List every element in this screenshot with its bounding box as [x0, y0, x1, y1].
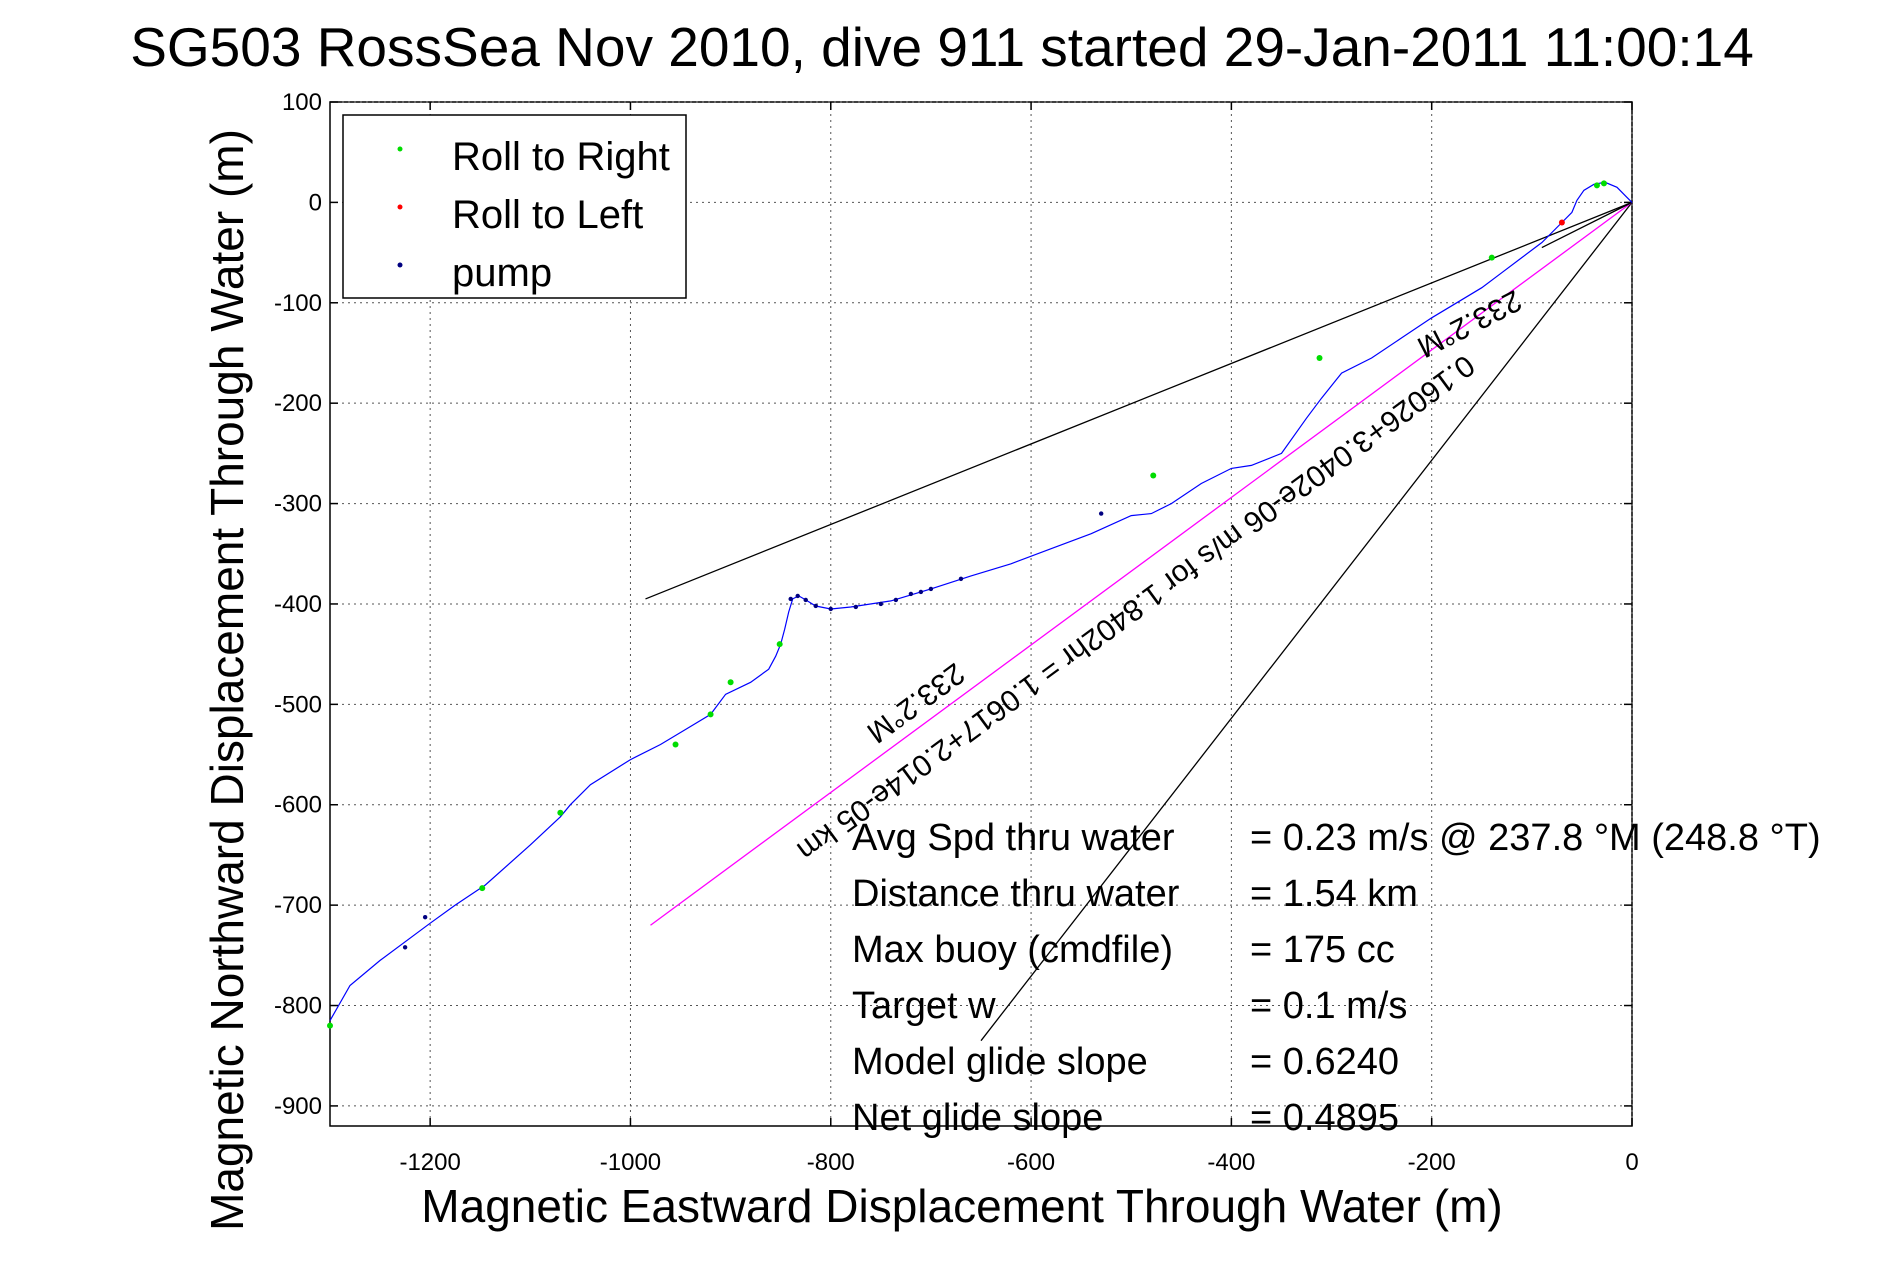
y-tick-label: 0	[309, 189, 322, 216]
stat-label-distance: Distance thru water	[852, 873, 1180, 915]
roll-right-marker	[672, 741, 679, 748]
legend-swatch-roll-left	[397, 204, 403, 210]
roll-right-marker	[707, 711, 714, 718]
x-tick-label: -200	[1408, 1149, 1456, 1176]
roll-right-marker	[776, 641, 783, 648]
pump-marker	[813, 603, 818, 609]
legend-label-roll-left: Roll to Left	[452, 193, 643, 237]
lower-bound-line	[980, 201, 1633, 1042]
x-tick-label: -1200	[399, 1149, 460, 1176]
chart-title: SG503 RossSea Nov 2010, dive 911 started…	[130, 16, 1754, 78]
roll-right-marker	[557, 809, 564, 816]
roll-right-marker	[327, 1022, 333, 1029]
pump-marker	[853, 604, 859, 610]
track-line	[329, 181, 1633, 1021]
stat-label-avg-speed: Avg Spd thru water	[852, 817, 1175, 859]
pump-marker	[788, 596, 793, 602]
stat-label-net-glide: Net glide slope	[852, 1097, 1103, 1139]
roll-left-marker	[1558, 219, 1565, 226]
roll-right-marker	[479, 885, 486, 892]
roll-right-marker	[1316, 355, 1323, 361]
heading-line-line	[1541, 201, 1633, 249]
pump-marker	[918, 589, 924, 595]
reference-lines	[645, 201, 1633, 1042]
legend-label-roll-right: Roll to Right	[452, 135, 670, 179]
legend-swatch-roll-right	[397, 146, 403, 152]
y-tick-labels: 100 0 -100 -200 -300 -400 -500 -600 -700 -800 -900	[274, 89, 322, 1120]
stat-label-model-glide: Model glide slope	[852, 1041, 1148, 1083]
y-tick-label: -600	[274, 792, 322, 819]
stats-block: Avg Spd thru water = 0.23 m/s @ 237.8 °M…	[852, 817, 1821, 1139]
pump-marker	[828, 606, 833, 612]
x-tick-label: -800	[807, 1149, 855, 1176]
legend: Roll to Right Roll to Left pump	[342, 114, 687, 299]
stat-label-target-w: Target w	[852, 985, 996, 1027]
current-vector-line	[650, 201, 1633, 926]
x-tick-label: 0	[1625, 1149, 1638, 1176]
y-tick-label: -300	[274, 491, 322, 518]
pump-marker	[422, 914, 428, 920]
legend-swatch-pump	[397, 262, 403, 268]
x-tick-labels: -1200 -1000 -800 -600 -400 -200 0	[399, 1149, 1638, 1176]
x-tick-label: -1000	[600, 1149, 661, 1176]
x-tick-label: -600	[1007, 1149, 1055, 1176]
pump-marker	[1098, 511, 1104, 516]
roll-right-marker	[1488, 254, 1495, 261]
stat-value-avg-speed: = 0.23 m/s @ 237.8 °M (248.8 °T)	[1250, 817, 1821, 859]
pump-marker	[893, 597, 899, 603]
track-layer	[329, 181, 1633, 1021]
y-tick-label: -700	[274, 892, 322, 919]
roll-right-marker	[1150, 472, 1157, 479]
roll-right-marker	[727, 679, 734, 686]
y-tick-label: -800	[274, 993, 322, 1020]
marker-layer	[327, 180, 1607, 1029]
pump-marker	[878, 601, 884, 607]
y-tick-label: 100	[282, 89, 322, 116]
legend-label-pump: pump	[452, 251, 552, 295]
stat-label-max-buoy: Max buoy (cmdfile)	[852, 929, 1173, 971]
stat-value-max-buoy: = 175 cc	[1250, 929, 1395, 971]
upper-bound-line	[645, 201, 1633, 600]
x-axis-label: Magnetic Eastward Displacement Through W…	[421, 1180, 1502, 1232]
stat-value-distance: = 1.54 km	[1250, 873, 1418, 915]
y-tick-label: -400	[274, 591, 322, 618]
stat-value-target-w: = 0.1 m/s	[1250, 985, 1407, 1027]
pump-marker	[928, 586, 934, 592]
tick-marks	[330, 101, 1633, 1126]
y-tick-label: -500	[274, 691, 322, 718]
roll-right-marker	[1600, 180, 1607, 187]
roll-right-marker	[1593, 182, 1600, 189]
y-tick-label: -100	[274, 290, 322, 317]
stat-value-net-glide: = 0.4895	[1250, 1097, 1399, 1139]
pump-marker	[795, 593, 800, 599]
y-axis-label: Magnetic Northward Displacement Through …	[201, 129, 253, 1231]
pump-marker	[958, 576, 964, 582]
pump-marker	[908, 591, 914, 597]
x-tick-label: -400	[1207, 1149, 1255, 1176]
pump-marker	[803, 597, 808, 603]
y-tick-label: -900	[274, 1093, 322, 1120]
y-tick-label: -200	[274, 390, 322, 417]
pump-marker	[402, 945, 408, 950]
stat-value-model-glide: = 0.6240	[1250, 1041, 1399, 1083]
